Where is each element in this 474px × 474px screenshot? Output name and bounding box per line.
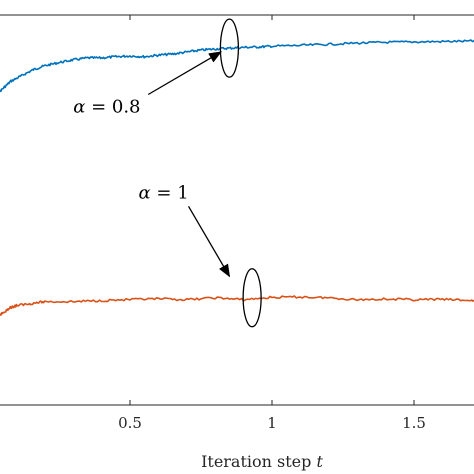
annotation-arrow-0 [147, 51, 223, 96]
annotation-arrow-1 [187, 205, 231, 278]
annotation-ellipse-0 [219, 18, 240, 78]
annotations: α = 0.8 α = 1 [73, 18, 262, 328]
x-axis-label-text: Iteration step [201, 452, 311, 471]
annotation-label-0: α = 0.8 [73, 97, 140, 118]
annotation-label-1: α = 1 [139, 182, 189, 203]
x-tick-label-1: 1 [267, 414, 277, 432]
series-line-1 [0, 295, 474, 316]
annotation-ellipse-1 [242, 268, 262, 328]
series-line-0 [0, 39, 474, 93]
x-tick-label-0: 0.5 [118, 414, 142, 432]
series-layer [0, 39, 474, 316]
plot-frame [0, 14, 474, 406]
x-tick-label-2: 1.5 [402, 414, 426, 432]
x-ticks: 0.5 1 1.5 [118, 15, 426, 432]
plot-area [0, 14, 474, 406]
x-axis-label-var: t [316, 452, 323, 471]
x-axis-label: Iteration step t [201, 452, 323, 471]
